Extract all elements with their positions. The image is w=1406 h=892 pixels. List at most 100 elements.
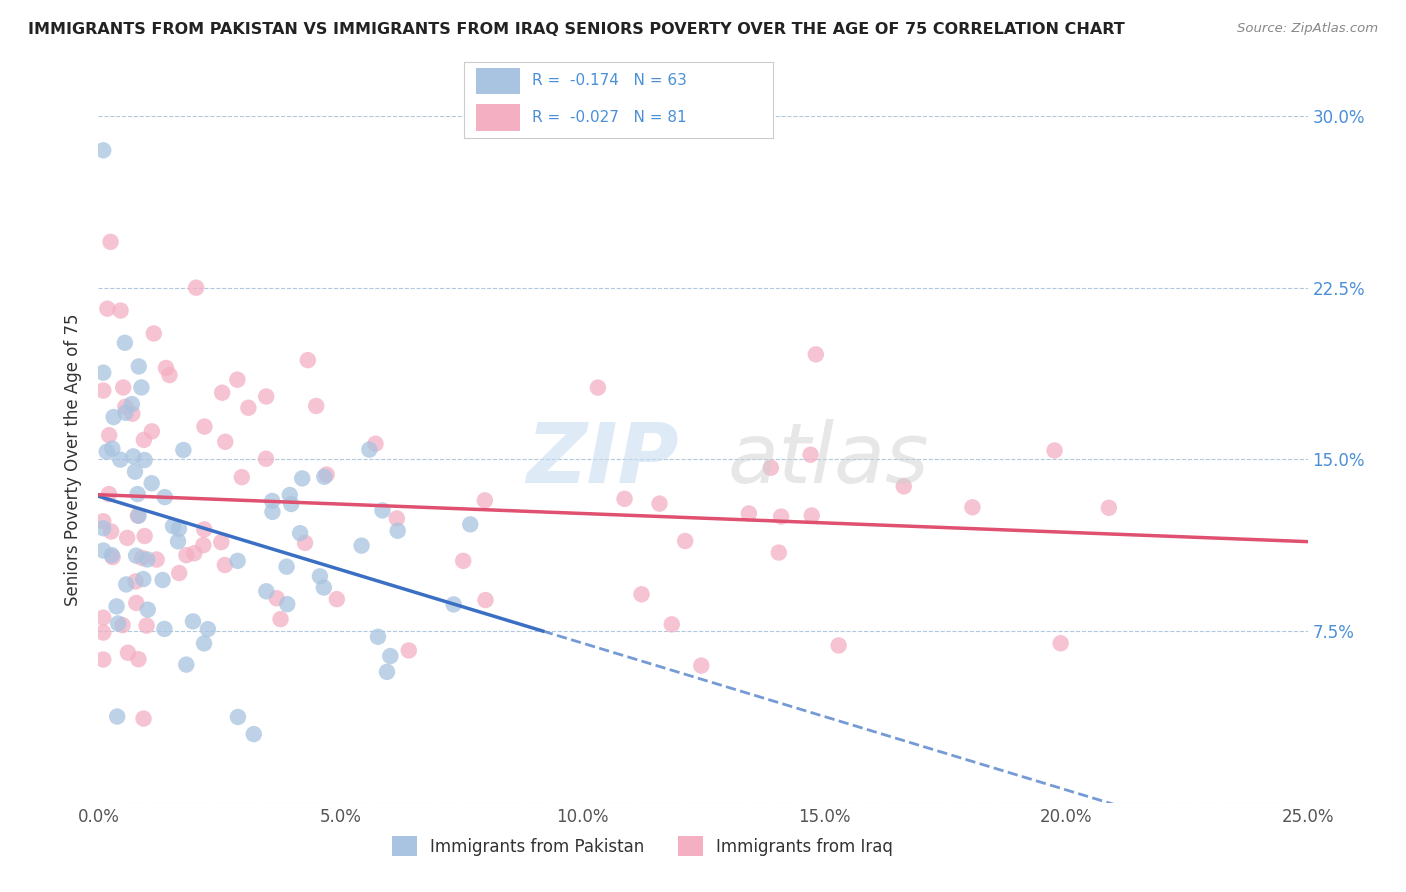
Point bbox=[474, 493, 496, 508]
Point bbox=[96, 301, 118, 316]
Point bbox=[197, 622, 219, 636]
Point bbox=[162, 519, 184, 533]
Point bbox=[176, 548, 198, 562]
Point bbox=[186, 281, 208, 295]
Point bbox=[101, 442, 124, 456]
Point bbox=[91, 521, 114, 535]
Text: R =  -0.027   N = 81: R = -0.027 N = 81 bbox=[531, 110, 686, 125]
Point bbox=[364, 436, 387, 450]
Point bbox=[124, 574, 146, 589]
Point bbox=[124, 465, 146, 479]
Point bbox=[770, 509, 793, 524]
Point bbox=[690, 658, 713, 673]
Point bbox=[387, 524, 409, 538]
Point bbox=[226, 554, 249, 568]
Point bbox=[738, 507, 761, 521]
Point bbox=[159, 368, 181, 382]
Point bbox=[142, 326, 165, 341]
Point bbox=[211, 385, 233, 400]
Point bbox=[209, 535, 232, 549]
Point bbox=[136, 602, 159, 616]
Legend: Immigrants from Pakistan, Immigrants from Iraq: Immigrants from Pakistan, Immigrants fro… bbox=[385, 830, 900, 863]
Point bbox=[312, 581, 335, 595]
Point bbox=[114, 335, 136, 350]
Point bbox=[193, 523, 215, 537]
Point bbox=[125, 596, 148, 610]
Point bbox=[385, 511, 408, 525]
Point bbox=[91, 366, 114, 380]
Point bbox=[367, 630, 389, 644]
Point bbox=[112, 380, 135, 394]
Point bbox=[371, 503, 394, 517]
Point bbox=[110, 303, 132, 318]
Point bbox=[800, 448, 823, 462]
Text: IMMIGRANTS FROM PAKISTAN VS IMMIGRANTS FROM IRAQ SENIORS POVERTY OVER THE AGE OF: IMMIGRANTS FROM PAKISTAN VS IMMIGRANTS F… bbox=[28, 22, 1125, 37]
Text: atlas: atlas bbox=[727, 419, 929, 500]
Point bbox=[127, 508, 149, 523]
Point bbox=[288, 526, 311, 541]
Point bbox=[97, 487, 120, 501]
Point bbox=[586, 381, 609, 395]
Point bbox=[152, 573, 174, 587]
Point bbox=[962, 500, 984, 515]
Point bbox=[226, 373, 249, 387]
Point bbox=[100, 235, 122, 249]
Point bbox=[294, 536, 316, 550]
Point bbox=[121, 397, 143, 411]
Point bbox=[91, 514, 114, 528]
Point bbox=[648, 497, 671, 511]
Text: R =  -0.174   N = 63: R = -0.174 N = 63 bbox=[531, 73, 688, 88]
Point bbox=[315, 467, 337, 482]
Point bbox=[254, 451, 277, 466]
Point bbox=[115, 577, 138, 591]
Point bbox=[270, 612, 292, 626]
Point bbox=[107, 616, 129, 631]
Point bbox=[91, 652, 114, 666]
Point bbox=[134, 529, 156, 543]
Point bbox=[167, 522, 190, 536]
Point bbox=[326, 592, 349, 607]
Point bbox=[122, 450, 145, 464]
Point bbox=[613, 491, 636, 506]
Point bbox=[359, 442, 381, 457]
Point bbox=[804, 347, 827, 361]
Point bbox=[226, 710, 249, 724]
Point bbox=[214, 434, 236, 449]
Point bbox=[458, 517, 481, 532]
Point bbox=[103, 410, 125, 425]
Point bbox=[1043, 443, 1066, 458]
Point bbox=[105, 709, 128, 723]
Point bbox=[231, 470, 253, 484]
Point bbox=[100, 524, 122, 539]
Point bbox=[443, 598, 465, 612]
Point bbox=[254, 389, 277, 403]
Point bbox=[309, 569, 332, 583]
Point bbox=[115, 531, 138, 545]
Point bbox=[254, 584, 277, 599]
Point bbox=[98, 428, 121, 442]
Point bbox=[114, 400, 136, 414]
Point bbox=[1049, 636, 1071, 650]
Point bbox=[127, 652, 149, 666]
Point bbox=[242, 727, 264, 741]
Point bbox=[128, 359, 150, 374]
Point bbox=[131, 380, 153, 394]
Point bbox=[193, 538, 215, 552]
Point bbox=[132, 433, 155, 447]
Point bbox=[305, 399, 328, 413]
Point bbox=[117, 646, 139, 660]
Point bbox=[768, 545, 790, 559]
Point bbox=[661, 617, 683, 632]
Point bbox=[893, 479, 915, 493]
Point bbox=[155, 361, 177, 376]
Point bbox=[451, 554, 474, 568]
Point bbox=[96, 444, 118, 458]
Point bbox=[91, 384, 114, 398]
Point bbox=[167, 534, 190, 549]
Point bbox=[380, 648, 402, 663]
Point bbox=[398, 643, 420, 657]
Point bbox=[262, 494, 284, 508]
Point bbox=[474, 593, 496, 607]
Point bbox=[153, 622, 176, 636]
Point bbox=[276, 597, 298, 611]
